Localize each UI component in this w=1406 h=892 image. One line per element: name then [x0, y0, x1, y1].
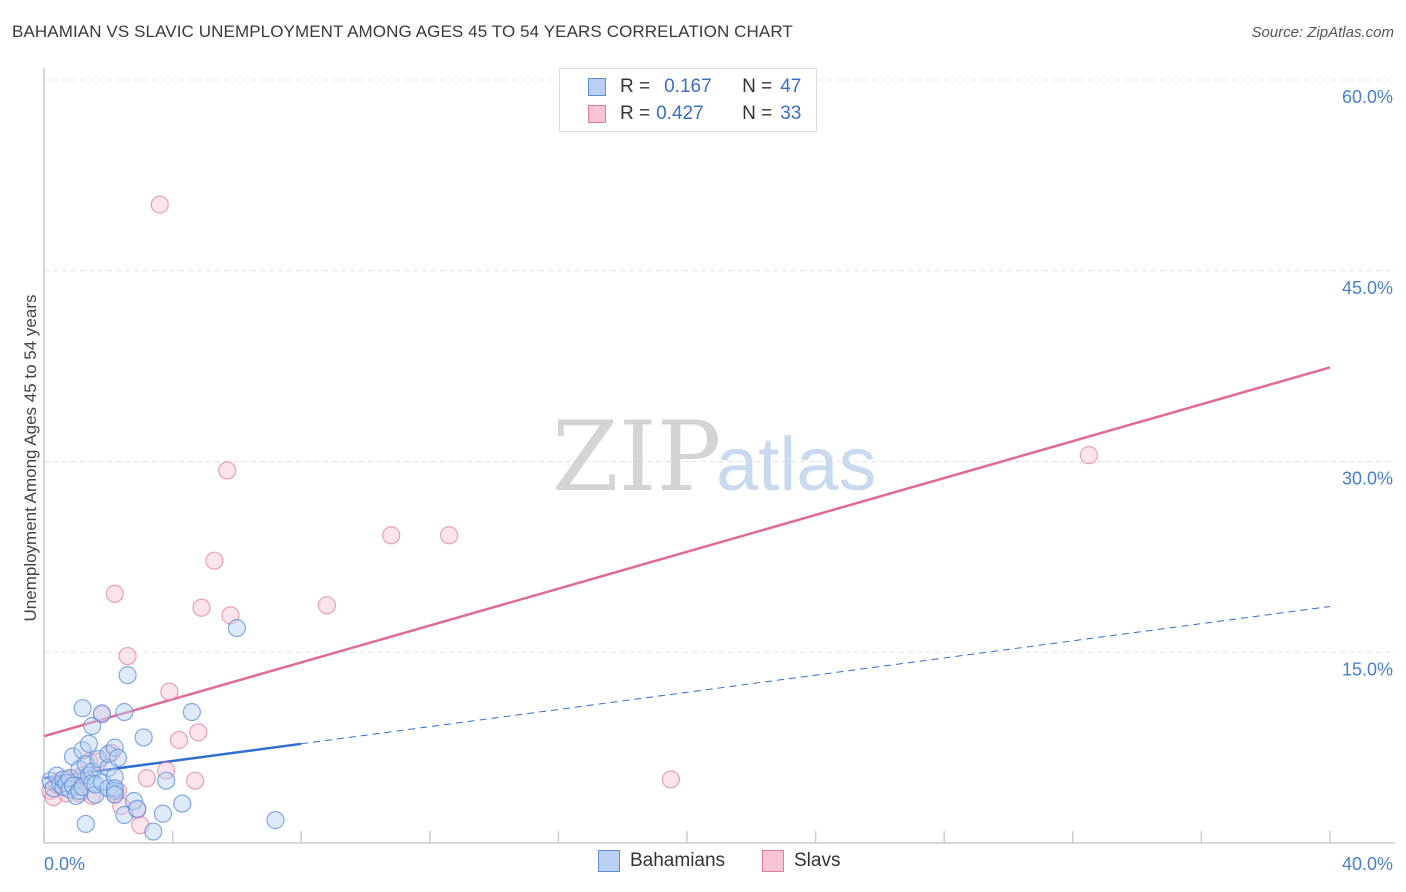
- bahamians-point: [144, 822, 163, 841]
- bahamians-point: [115, 702, 134, 722]
- bahamians-point: [105, 779, 124, 798]
- bahamians-legend-swatch: [598, 850, 620, 872]
- legend-label: Slavs: [794, 850, 841, 871]
- legend-label: Bahamians: [630, 850, 726, 871]
- bahamians-point: [153, 804, 173, 823]
- y-tick-label: 60.0%: [1342, 87, 1393, 107]
- r-label: R =: [620, 76, 651, 97]
- slavs-point: [189, 723, 208, 742]
- bahamians-point: [182, 702, 201, 722]
- slavs-swatch: [588, 105, 606, 123]
- bahamians-point: [105, 738, 124, 757]
- bahamians-trend-extension: [301, 605, 1331, 745]
- bahamians-point: [76, 814, 95, 834]
- tick-labels: 15.0% 30.0% 45.0% 60.0% 0.0% 40.0%: [44, 87, 1393, 874]
- bahamians-point: [157, 771, 176, 790]
- slavs-point: [661, 770, 681, 789]
- source-note: Source: ZipAtlas.com: [1251, 24, 1394, 41]
- bahamians-point: [50, 775, 70, 794]
- slavs-point: [150, 195, 169, 214]
- n-label: N =: [742, 103, 773, 124]
- y-tick-label: 45.0%: [1342, 278, 1393, 298]
- n-label: N =: [742, 76, 773, 97]
- slavs-point: [218, 461, 237, 480]
- bahamians-point: [266, 811, 285, 830]
- slavs-legend-swatch: [762, 850, 784, 872]
- grid-lines: [44, 79, 1395, 653]
- slavs-point: [186, 771, 205, 790]
- r-label: R =: [620, 103, 651, 124]
- legend-item-slavs[interactable]: Slavs: [762, 850, 840, 872]
- x-tick-label: 0.0%: [44, 854, 85, 874]
- bahamians-point: [73, 699, 92, 718]
- bahamians-point: [128, 799, 147, 818]
- slavs-point: [439, 526, 459, 545]
- watermark-atlas: atlas: [716, 422, 877, 507]
- x-tick-label: 40.0%: [1342, 854, 1393, 874]
- bahamians-point: [79, 734, 99, 753]
- slavs-point: [169, 730, 189, 750]
- watermark-zip: ZIP: [552, 401, 721, 513]
- bahamians-point: [118, 666, 137, 685]
- slavs-point: [118, 646, 137, 666]
- data-points: [41, 195, 1098, 841]
- r-value: 0.167: [664, 76, 712, 97]
- stats-row-bahamians: R = 0.167 N = 47: [560, 74, 801, 100]
- slavs-point: [192, 598, 211, 617]
- stats-box: R = 0.167 N = 47 R = 0.427 N = 33: [559, 68, 817, 132]
- y-tick-label: 15.0%: [1342, 659, 1393, 679]
- stats-row-slavs: R = 0.427 N = 33: [560, 101, 801, 127]
- slavs-trend-line: [43, 366, 1331, 738]
- slavs-point: [157, 761, 176, 780]
- bahamians-point: [108, 748, 128, 767]
- y-axis-label: Unemployment Among Ages 45 to 54 years: [21, 295, 40, 622]
- slavs-point: [382, 526, 401, 545]
- axes: [43, 68, 1395, 844]
- slavs-point: [205, 551, 224, 570]
- bahamians-point: [105, 785, 124, 804]
- bahamians-point: [173, 794, 192, 813]
- slavs-point: [105, 584, 124, 603]
- r-value: 0.427: [656, 103, 704, 124]
- bahamians-point: [134, 728, 153, 747]
- legend-item-bahamians[interactable]: Bahamians: [598, 850, 725, 872]
- bahamians-point: [227, 618, 246, 638]
- bahamians-swatch: [588, 78, 606, 96]
- bahamians-point: [92, 704, 111, 723]
- chart-title: BAHAMIAN VS SLAVIC UNEMPLOYMENT AMONG AG…: [12, 22, 793, 41]
- slavs-point: [1079, 446, 1098, 465]
- slavs-point: [317, 596, 337, 615]
- n-value: 33: [780, 103, 802, 124]
- bahamians-point: [83, 716, 102, 736]
- slavs-point: [137, 769, 156, 788]
- n-value: 47: [780, 76, 802, 97]
- bahamians-point: [67, 786, 86, 806]
- slavs-point: [160, 682, 179, 701]
- y-tick-label: 30.0%: [1342, 469, 1393, 489]
